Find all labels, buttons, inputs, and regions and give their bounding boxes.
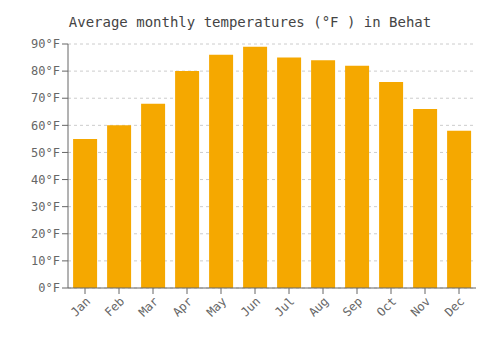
svg-text:50°F: 50°F [31, 146, 60, 160]
svg-text:40°F: 40°F [31, 173, 60, 187]
svg-text:10°F: 10°F [31, 254, 60, 268]
svg-text:80°F: 80°F [31, 64, 60, 78]
svg-text:Feb: Feb [102, 294, 127, 319]
svg-text:0°F: 0°F [38, 281, 60, 295]
svg-text:Jun: Jun [238, 294, 263, 319]
svg-text:Nov: Nov [408, 294, 433, 319]
svg-text:90°F: 90°F [31, 37, 60, 51]
svg-text:Jul: Jul [272, 294, 297, 319]
svg-text:Sep: Sep [340, 294, 365, 319]
svg-text:Mar: Mar [136, 294, 161, 319]
svg-text:Dec: Dec [442, 294, 467, 319]
html-text:Average monthly temperatures (: Average monthly temperatures (°F ) in Be… [68, 14, 432, 30]
svg-text:60°F: 60°F [31, 119, 60, 133]
svg-text:30°F: 30°F [31, 200, 60, 214]
svg-text:Aug: Aug [306, 294, 331, 319]
svg-text:20°F: 20°F [31, 227, 60, 241]
svg-text:Jan: Jan [68, 294, 93, 319]
svg-text:Apr: Apr [170, 294, 195, 319]
svg-text:70°F: 70°F [31, 91, 60, 105]
svg-text:May: May [204, 294, 229, 319]
svg-text:Oct: Oct [374, 294, 399, 319]
